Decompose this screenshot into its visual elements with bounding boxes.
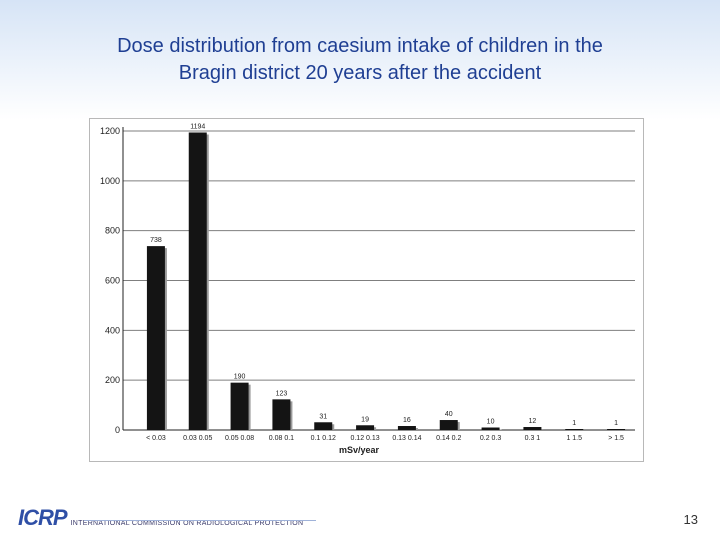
icrp-logo-mark: ICRP: [18, 505, 68, 530]
page-number: 13: [683, 512, 698, 527]
slide-title-line-1: Dose distribution from caesium intake of…: [117, 35, 603, 57]
icrp-logo-text: INTERNATIONAL COMMISSION ON RADIOLOGICAL…: [70, 520, 304, 527]
data-label-11: 1: [614, 420, 618, 427]
x-tick-label-4: 0.1 0.12: [311, 435, 336, 442]
footer-divider: [84, 520, 316, 521]
x-axis-title: mSv/year: [339, 445, 380, 455]
bar-3: [272, 399, 291, 430]
data-label-0: 738: [150, 237, 162, 244]
bar-1: [188, 132, 207, 430]
y-tick-label-800: 800: [105, 226, 120, 236]
x-tick-label-11: > 1.5: [608, 435, 624, 442]
data-label-7: 40: [445, 411, 453, 418]
y-tick-label-400: 400: [105, 325, 120, 335]
slide-title-line-2: Bragin district 20 years after the accid…: [178, 62, 542, 84]
bar-2: [230, 382, 249, 430]
data-label-4: 31: [319, 413, 327, 420]
y-tick-label-600: 600: [105, 276, 120, 286]
icrp-logo: ICRP INTERNATIONAL COMMISSION ON RADIOLO…: [18, 505, 304, 530]
bar-8: [481, 427, 500, 430]
data-label-9: 12: [529, 418, 537, 425]
y-tick-label-0: 0: [115, 425, 120, 435]
y-tick-label-200: 200: [105, 375, 120, 385]
x-tick-label-6: 0.13 0.14: [392, 435, 421, 442]
bar-6: [397, 426, 416, 430]
bar-9: [523, 427, 542, 430]
data-label-6: 16: [403, 417, 411, 424]
data-label-1: 1194: [190, 123, 205, 130]
bar-10: [565, 429, 584, 430]
bar-5: [356, 425, 375, 430]
x-tick-label-10: 1 1.5: [566, 435, 582, 442]
data-label-10: 1: [572, 420, 576, 427]
x-tick-label-9: 0.3 1: [525, 435, 541, 442]
x-tick-label-2: 0.05 0.08: [225, 435, 254, 442]
y-tick-label-1200: 1200: [100, 126, 120, 136]
y-tick-label-1000: 1000: [100, 176, 120, 186]
data-label-3: 123: [276, 390, 288, 397]
data-label-5: 19: [361, 416, 369, 423]
bar-7: [439, 420, 458, 430]
x-tick-label-1: 0.03 0.05: [183, 435, 212, 442]
data-label-2: 190: [234, 374, 246, 381]
bar-4: [314, 422, 333, 430]
bar-0: [146, 246, 165, 430]
x-tick-label-5: 0.12 0.13: [350, 435, 379, 442]
x-tick-label-8: 0.2 0.3: [480, 435, 502, 442]
chart-frame: 0 200 400 600 800 1000 1200 738 < 0.03 1194 0.03 0…: [89, 118, 644, 462]
slide-title: Dose distribution from caesium intake of…: [20, 33, 700, 87]
x-tick-label-3: 0.08 0.1: [269, 435, 294, 442]
data-label-8: 10: [487, 419, 495, 426]
x-tick-label-7: 0.14 0.2: [436, 435, 461, 442]
bar-chart: 0 200 400 600 800 1000 1200 738 < 0.03 1194 0.03 0…: [100, 123, 635, 455]
x-tick-label-0: < 0.03: [146, 435, 166, 442]
bar-11: [607, 429, 626, 430]
